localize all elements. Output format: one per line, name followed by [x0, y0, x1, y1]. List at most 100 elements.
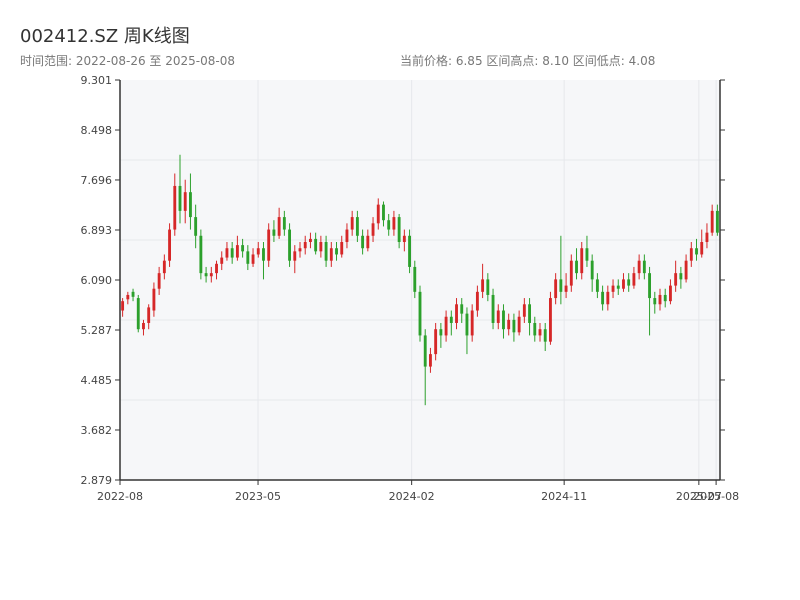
y-tick-label: 9.301	[81, 74, 113, 87]
candle-body	[220, 257, 224, 264]
candle-body	[648, 273, 651, 299]
y-tick-label: 6.893	[81, 224, 113, 237]
candle-body	[183, 192, 187, 211]
candle-body	[590, 260, 594, 280]
plot-area	[120, 80, 720, 480]
x-tick-label: 2025-07	[676, 490, 722, 503]
candle-body	[215, 263, 218, 274]
candle-body	[209, 273, 213, 277]
candle-body	[199, 235, 203, 274]
candle-body	[136, 298, 140, 330]
candle-body	[235, 245, 239, 258]
candle-body	[282, 217, 286, 230]
candle-body	[486, 279, 490, 295]
candle-body	[246, 251, 250, 264]
candle-body	[491, 294, 495, 323]
candle-body	[392, 217, 396, 230]
candle-body	[355, 217, 359, 236]
price-stats-label: 当前价格: 6.85 区间高点: 8.10 区间低点: 4.08	[400, 54, 656, 68]
candle-body	[517, 316, 521, 333]
candle-body	[189, 192, 192, 218]
candle-body	[387, 220, 391, 230]
candle-body	[575, 260, 578, 274]
x-tick-label: 2025-08	[693, 490, 739, 503]
candle-body	[329, 248, 333, 261]
candle-body	[653, 298, 657, 305]
candle-body	[147, 307, 151, 323]
candle-body	[622, 279, 625, 289]
candle-body	[376, 204, 380, 224]
x-tick-label: 2023-05	[235, 490, 281, 503]
candle-body	[194, 217, 198, 236]
chart-title: 002412.SZ 周K线图	[20, 26, 190, 47]
candle-body	[293, 251, 297, 261]
candle-body	[397, 217, 401, 243]
candle-body	[512, 319, 516, 333]
candle-body	[695, 248, 698, 255]
candle-body	[241, 245, 245, 252]
candle-body	[350, 217, 354, 230]
candle-body	[335, 248, 338, 255]
candle-body	[689, 248, 693, 261]
candle-body	[715, 210, 719, 233]
candle-body	[256, 248, 260, 255]
candle-body	[121, 301, 125, 311]
candle-body	[173, 185, 177, 230]
candle-body	[627, 279, 631, 286]
candle-body	[366, 235, 370, 249]
candle-body	[371, 223, 375, 236]
candle-body	[549, 298, 552, 342]
date-range-label: 时间范围: 2022-08-26 至 2025-08-08	[20, 54, 235, 68]
candle-body	[606, 291, 610, 305]
candle-body	[538, 329, 542, 336]
candle-body	[543, 329, 547, 342]
candle-body	[382, 204, 385, 221]
y-tick-label: 6.090	[81, 274, 113, 287]
candle-body	[126, 294, 130, 300]
candle-body	[580, 248, 584, 274]
candle-body	[413, 266, 417, 292]
candle-body	[309, 238, 312, 243]
candle-body	[345, 229, 349, 243]
candle-body	[361, 235, 365, 249]
candle-body	[460, 304, 464, 314]
candle-body	[298, 248, 302, 252]
candle-body	[528, 304, 531, 323]
candle-body	[204, 273, 208, 277]
candle-body	[142, 322, 145, 330]
candle-body	[418, 291, 422, 336]
candle-body	[700, 242, 704, 255]
candle-body	[449, 316, 453, 323]
candle-body	[564, 285, 568, 292]
candle-body	[658, 294, 662, 305]
candle-body	[507, 319, 511, 330]
candle-body	[168, 229, 171, 261]
x-tick-label: 2024-11	[541, 490, 587, 503]
candle-body	[569, 260, 573, 286]
candle-body	[272, 229, 276, 236]
candle-body	[554, 279, 558, 299]
candle-body	[455, 304, 458, 323]
candle-body	[674, 273, 678, 286]
candle-body	[225, 248, 229, 258]
candle-body	[444, 316, 448, 336]
candle-body	[178, 185, 182, 211]
candle-body	[533, 322, 537, 336]
candle-body	[277, 217, 281, 236]
candle-body	[496, 310, 500, 323]
candle-body	[710, 210, 714, 233]
candle-body	[324, 242, 328, 261]
candle-body	[595, 279, 599, 292]
y-tick-label: 4.485	[81, 374, 113, 387]
candle-body	[465, 313, 469, 336]
candle-body	[402, 235, 406, 243]
candle-body	[319, 242, 323, 252]
candle-body	[642, 260, 646, 274]
candle-body	[585, 248, 589, 261]
y-tick-label: 2.879	[81, 474, 113, 487]
candle-body	[439, 329, 443, 336]
candle-body	[230, 248, 234, 258]
candle-body	[522, 304, 526, 317]
candle-body	[131, 291, 135, 297]
